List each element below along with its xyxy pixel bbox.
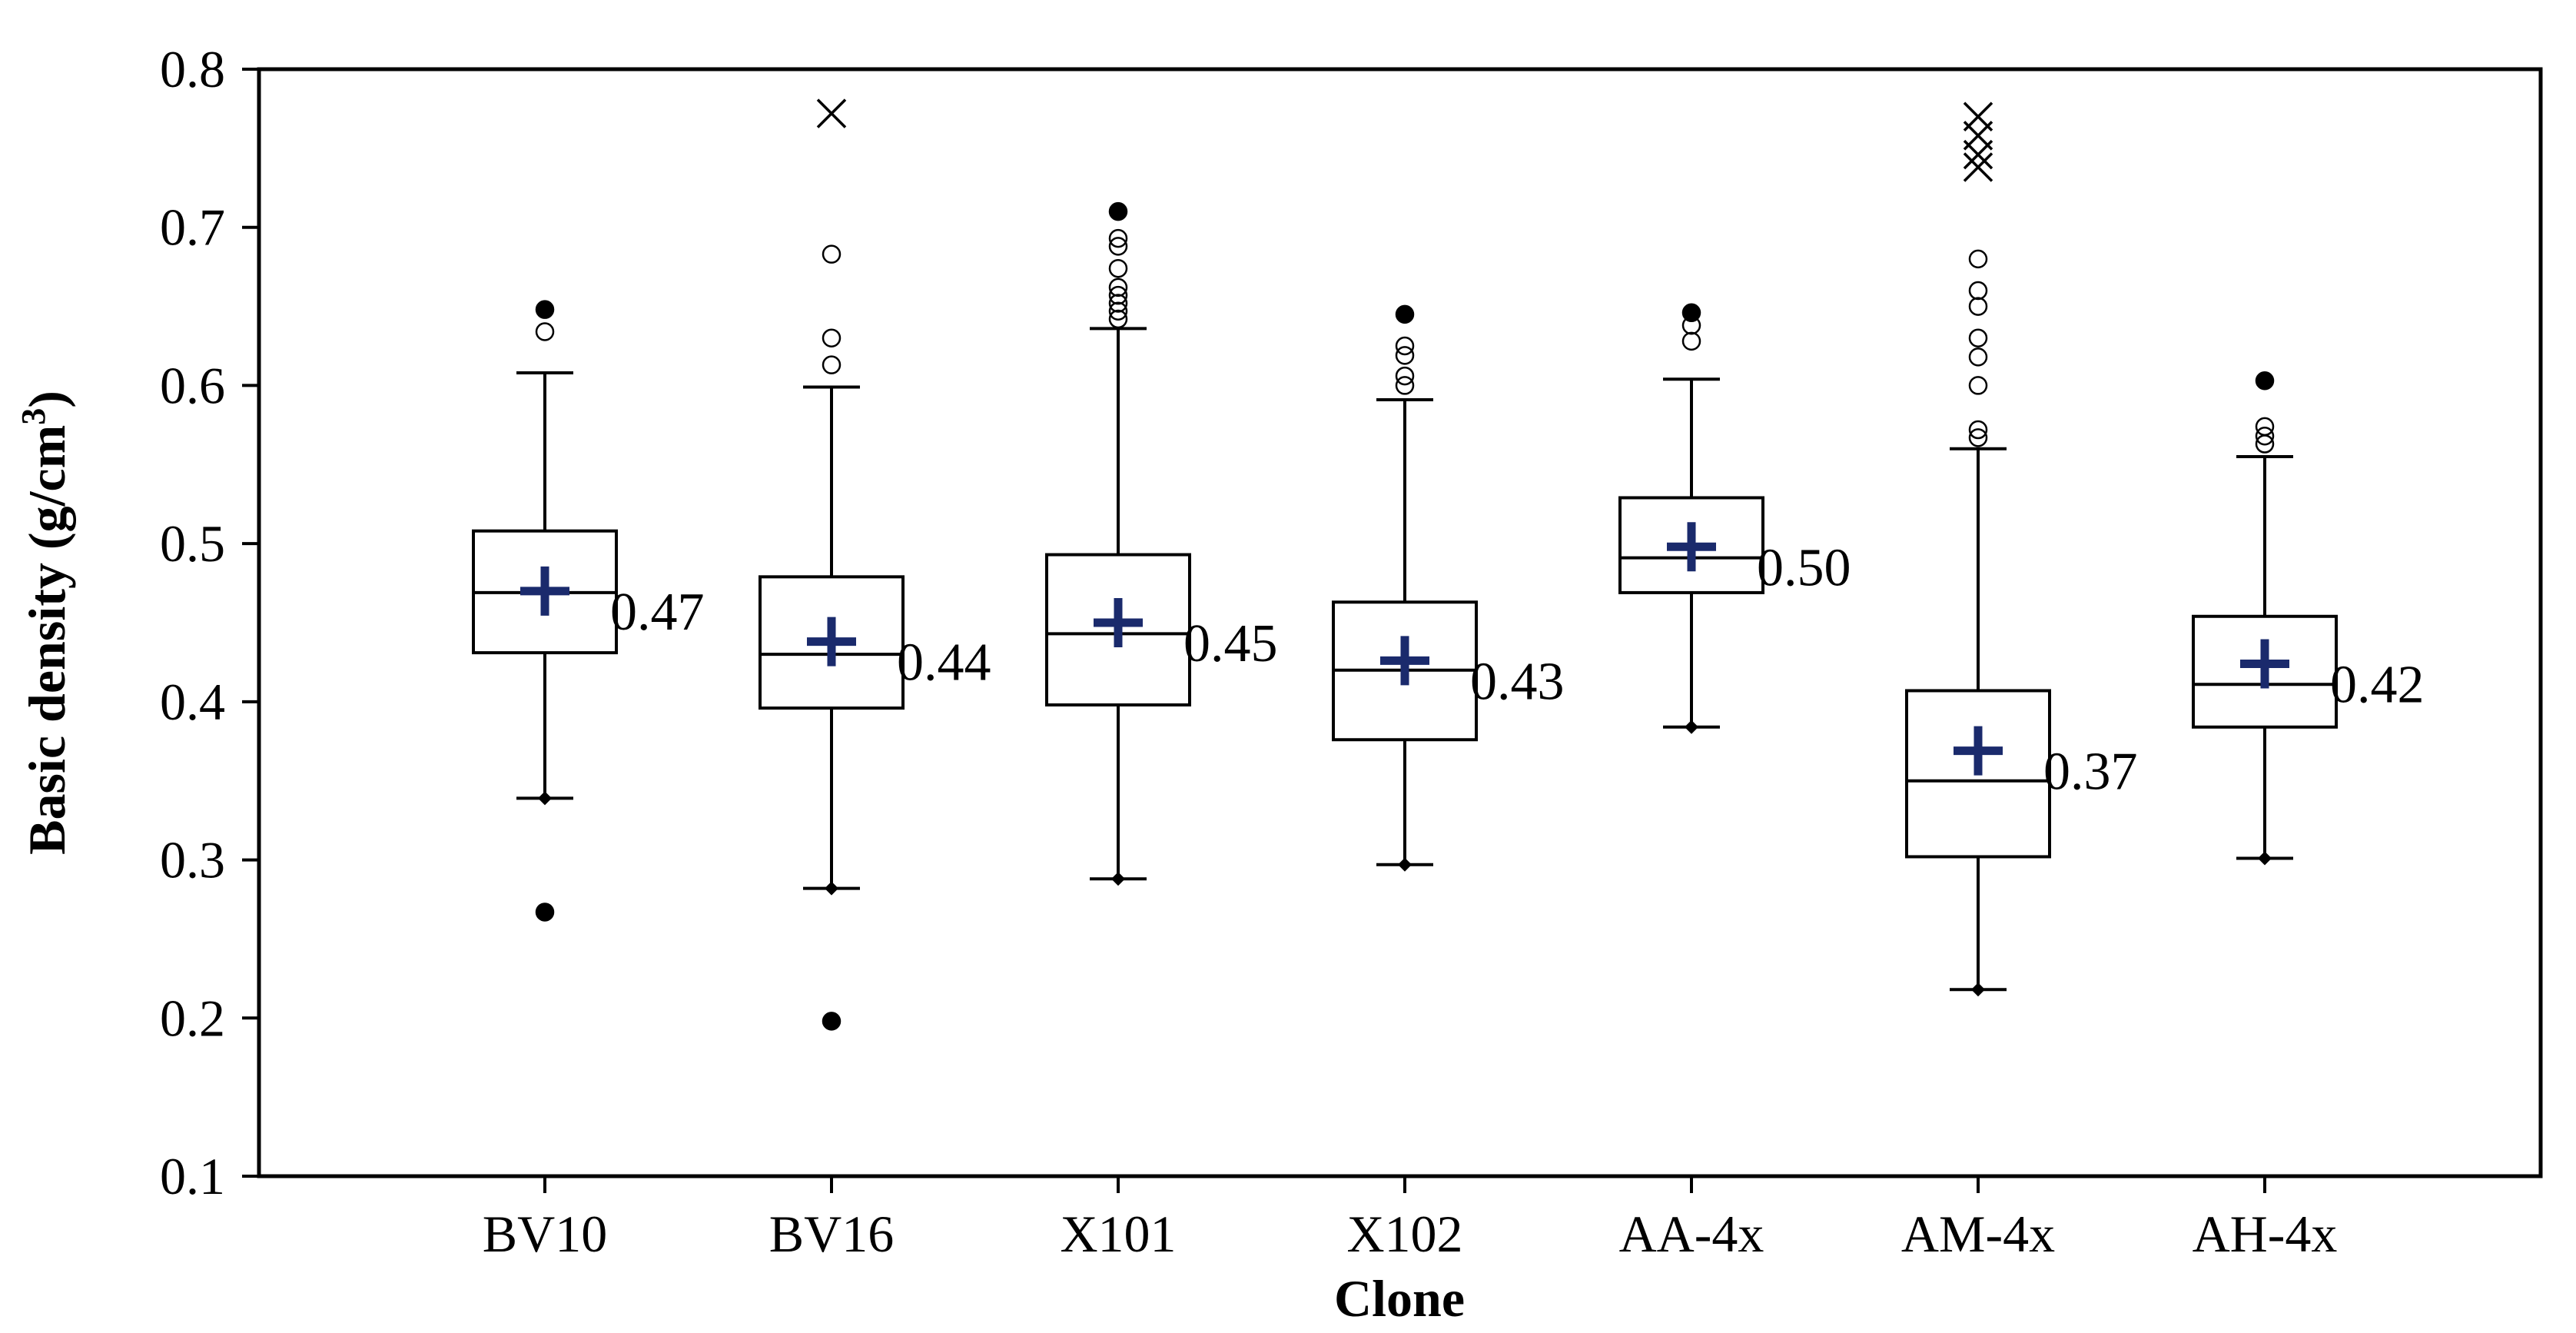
x-axis-title: Clone xyxy=(1334,1269,1465,1328)
y-tick-label: 0.1 xyxy=(160,1147,225,1205)
outlier-point xyxy=(1968,297,1988,316)
y-axis-title: Basic density (g/cm3) xyxy=(15,391,76,855)
x-tick-label: BV10 xyxy=(483,1205,607,1263)
mean-label: 0.42 xyxy=(2330,655,2425,714)
y-tick-label: 0.8 xyxy=(160,40,225,98)
outlier-point xyxy=(1395,376,1415,395)
mean-marker xyxy=(1954,726,2003,776)
outlier-filled-point xyxy=(822,1012,842,1031)
y-axis-title-main: Basic density (g/cm xyxy=(18,425,76,855)
min-marker xyxy=(2258,851,2272,866)
y-axis-ticks: 0.1 0.2 0.3 0.4 0.5 0.6 0.7 0.8 xyxy=(160,40,259,1205)
mean-label: 0.44 xyxy=(897,633,991,693)
y-tick-label: 0.7 xyxy=(160,198,225,257)
outlier-point xyxy=(1108,309,1128,329)
outlier-filled-point xyxy=(1395,304,1415,324)
outlier-filled-point xyxy=(535,903,555,922)
outlier-point xyxy=(1108,258,1128,278)
outlier-filled-point xyxy=(535,300,555,319)
min-marker xyxy=(825,881,838,896)
outlier-point xyxy=(1968,328,1988,347)
min-marker xyxy=(1971,982,1985,997)
outlier-filled-point xyxy=(2255,371,2275,391)
extreme-outlier-mark xyxy=(816,98,847,128)
x-tick-label: X101 xyxy=(1060,1205,1176,1263)
y-tick-label: 0.4 xyxy=(160,673,225,731)
mean-label: 0.43 xyxy=(1470,652,1565,711)
outlier-point xyxy=(1968,347,1988,367)
y-tick-label: 0.3 xyxy=(160,831,225,889)
outlier-point xyxy=(822,328,842,347)
mean-label: 0.37 xyxy=(2043,743,2138,802)
x-tick-label: AA-4x xyxy=(1619,1205,1764,1263)
box-group: 0.45 xyxy=(1045,201,1278,886)
box-group: 0.37 xyxy=(1905,101,2138,997)
y-tick-label: 0.2 xyxy=(160,989,225,1047)
outlier-filled-point xyxy=(1681,303,1701,323)
min-marker xyxy=(538,791,552,806)
outlier-point xyxy=(2255,417,2275,437)
mean-marker xyxy=(2240,639,2289,689)
x-tick-label: AM-4x xyxy=(1901,1205,2055,1263)
outlier-filled-point xyxy=(1108,201,1128,221)
outlier-point xyxy=(1395,366,1415,386)
y-tick-label: 0.5 xyxy=(160,514,225,573)
outlier-point xyxy=(1968,420,1988,440)
outlier-point xyxy=(1108,301,1128,321)
outlier-point xyxy=(1395,336,1415,356)
outlier-point xyxy=(1108,237,1128,256)
box-group: 0.50 xyxy=(1618,303,1851,734)
y-axis-title-sup: 3 xyxy=(15,408,52,425)
outlier-point xyxy=(1968,428,1988,447)
outlier-point xyxy=(1108,285,1128,305)
extreme-outlier-mark xyxy=(1963,139,1993,170)
outlier-point xyxy=(1108,228,1128,248)
extreme-outlier-mark xyxy=(1963,152,1993,182)
x-tick-label: X102 xyxy=(1346,1205,1462,1263)
outlier-point xyxy=(1395,346,1415,365)
mean-marker xyxy=(807,617,856,666)
y-axis-title-close: ) xyxy=(18,391,76,408)
min-marker xyxy=(1685,720,1698,734)
min-marker xyxy=(1398,857,1412,872)
box-series: 0.47 0.44 0.45 0.43 0.50 0.37 0.42 xyxy=(472,98,2425,1031)
outlier-point xyxy=(1968,281,1988,301)
outlier-point xyxy=(1108,278,1128,298)
outlier-point xyxy=(822,244,842,264)
outlier-point xyxy=(1968,376,1988,395)
outlier-point xyxy=(1968,249,1988,269)
x-tick-label: AH-4x xyxy=(2193,1205,2338,1263)
box-group: 0.44 xyxy=(759,98,991,1031)
outlier-point xyxy=(1681,331,1701,351)
mean-marker xyxy=(1094,598,1143,647)
mean-marker xyxy=(1380,636,1429,686)
x-axis-ticks: BV10 BV16 X101 X102 AA-4x AM-4x AH-4x xyxy=(483,1176,2338,1263)
box-group: 0.42 xyxy=(2192,371,2425,866)
outlier-point xyxy=(822,355,842,374)
plot-frame xyxy=(257,67,2543,1178)
box-group: 0.43 xyxy=(1332,304,1565,872)
mean-marker xyxy=(1667,522,1716,572)
outlier-point xyxy=(1108,294,1128,313)
mean-label: 0.45 xyxy=(1183,614,1278,673)
mean-marker xyxy=(520,566,569,616)
x-tick-label: BV16 xyxy=(769,1205,894,1263)
y-tick-label: 0.6 xyxy=(160,356,225,414)
outlier-point xyxy=(2255,427,2275,446)
mean-label: 0.50 xyxy=(1757,538,1851,597)
outlier-point xyxy=(535,322,555,341)
mean-label: 0.47 xyxy=(610,583,705,642)
box-group: 0.47 xyxy=(472,300,705,922)
min-marker xyxy=(1111,872,1125,886)
